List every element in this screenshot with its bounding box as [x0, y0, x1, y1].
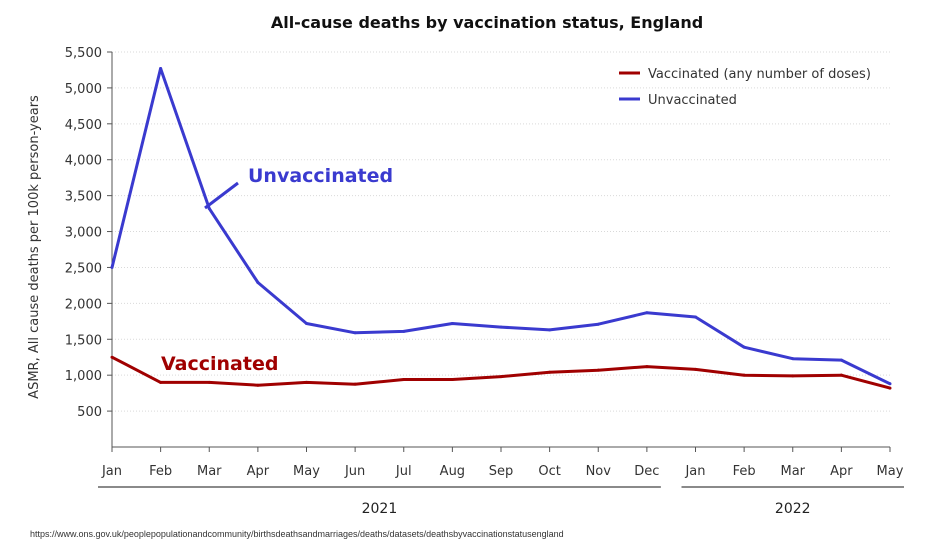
- series-lines: [110, 67, 892, 390]
- data-point-unvaccinated: [402, 329, 406, 333]
- data-point-vaccinated: [256, 383, 260, 387]
- data-point-vaccinated: [839, 373, 843, 377]
- series-line-unvaccinated: [110, 67, 891, 386]
- x-tick-label: May: [877, 464, 904, 479]
- data-point-vaccinated: [791, 374, 795, 378]
- y-tick-label: 1,500: [65, 333, 102, 348]
- data-point-vaccinated: [402, 377, 406, 381]
- data-point-unvaccinated: [305, 321, 308, 325]
- data-point-unvaccinated: [839, 358, 843, 362]
- data-point-unvaccinated: [353, 331, 357, 335]
- y-tick-label: 3,000: [65, 226, 102, 241]
- data-point-unvaccinated: [450, 321, 454, 325]
- data-point-vaccinated: [305, 380, 308, 384]
- data-point-vaccinated: [645, 365, 649, 369]
- year-group-label: 2021: [362, 501, 398, 517]
- data-point-unvaccinated: [207, 207, 211, 211]
- unvaccinated-annotation-leader: [204, 181, 239, 210]
- x-tick-label: Jul: [395, 464, 412, 479]
- y-tick-label: 4,500: [65, 118, 102, 133]
- y-tick-label: 5,000: [65, 82, 102, 97]
- data-point-unvaccinated: [159, 67, 163, 71]
- x-tick-label: Jan: [684, 464, 705, 479]
- y-axis-label: ASMR, All cause deaths per 100k person-y…: [27, 95, 42, 399]
- data-point-vaccinated: [742, 373, 746, 377]
- legend-label-unvaccinated: Unvaccinated: [648, 93, 737, 108]
- year-groups: 2021 2022: [98, 486, 904, 517]
- data-point-unvaccinated: [742, 345, 746, 349]
- y-tick-label: 2,000: [65, 297, 102, 312]
- data-point-vaccinated: [159, 380, 163, 384]
- x-tick-label: Sep: [489, 464, 514, 479]
- y-tick-label: 5,500: [65, 46, 102, 61]
- x-tick-label: Feb: [149, 464, 172, 479]
- data-point-vaccinated: [694, 367, 697, 371]
- x-tick-label: Mar: [780, 464, 805, 479]
- x-tick-label: Jan: [101, 464, 122, 479]
- x-tick-label: Feb: [733, 464, 756, 479]
- data-point-vaccinated: [888, 386, 892, 390]
- data-point-unvaccinated: [499, 325, 503, 329]
- data-point-vaccinated: [450, 377, 454, 381]
- x-tick-label: Aug: [440, 464, 465, 479]
- x-tick-label: Apr: [830, 464, 853, 479]
- chart-title: All-cause deaths by vaccination status, …: [271, 13, 703, 32]
- legend-label-vaccinated: Vaccinated (any number of doses): [648, 67, 871, 82]
- x-tick-label: May: [293, 464, 320, 479]
- x-tick-label: Dec: [634, 464, 659, 479]
- data-point-vaccinated: [110, 355, 114, 359]
- y-tick-label: 500: [77, 405, 102, 420]
- data-point-unvaccinated: [645, 311, 649, 315]
- x-tick-label: Jun: [344, 464, 365, 479]
- unvaccinated-annotation: Unvaccinated: [248, 165, 393, 187]
- data-point-vaccinated: [499, 375, 503, 379]
- vaccinated-annotation: Vaccinated: [161, 353, 278, 375]
- source-url: https://www.ons.gov.uk/peoplepopulationa…: [30, 529, 564, 539]
- y-tick-label: 4,000: [65, 154, 102, 169]
- y-tick-label: 3,500: [65, 190, 102, 205]
- x-axis: Jan Feb Mar Apr May Jun Jul Aug Sep Oct Nov Dec Jan F…: [101, 446, 904, 479]
- x-tick-label: Mar: [197, 464, 222, 479]
- x-tick-label: Oct: [538, 464, 560, 479]
- data-point-unvaccinated: [596, 322, 600, 326]
- data-point-vaccinated: [207, 380, 211, 384]
- data-point-vaccinated: [596, 368, 600, 372]
- data-point-vaccinated: [548, 370, 552, 374]
- year-group-label: 2022: [775, 501, 811, 517]
- x-tick-label: Apr: [247, 464, 270, 479]
- x-tick-label: Nov: [586, 464, 612, 479]
- y-tick-label: 1,000: [65, 369, 102, 384]
- legend: Vaccinated (any number of doses) Unvacci…: [619, 67, 871, 108]
- data-point-unvaccinated: [791, 357, 795, 361]
- data-point-unvaccinated: [548, 328, 552, 332]
- y-tick-label: 2,500: [65, 261, 102, 276]
- data-point-unvaccinated: [256, 281, 260, 285]
- y-axis: 500 1,000 1,500 2,000 2,500 3,000 3,500 4,000 4,…: [65, 46, 113, 447]
- data-point-vaccinated: [353, 382, 357, 386]
- data-point-unvaccinated: [110, 265, 114, 269]
- data-point-unvaccinated: [888, 382, 892, 386]
- data-point-unvaccinated: [694, 315, 697, 319]
